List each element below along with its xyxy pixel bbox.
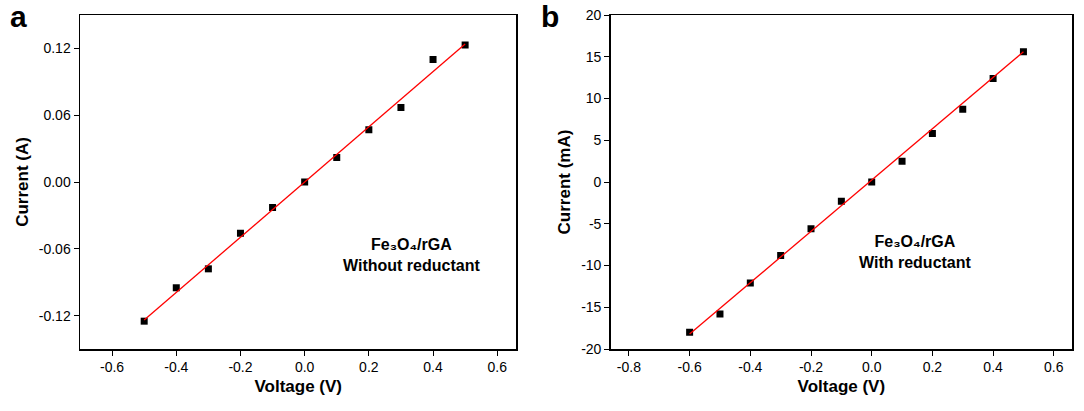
- svg-text:a: a: [10, 0, 27, 33]
- svg-text:-0.12: -0.12: [39, 308, 71, 324]
- svg-text:0.00: 0.00: [43, 174, 70, 190]
- svg-text:Current (mA): Current (mA): [555, 130, 574, 235]
- svg-text:0: 0: [594, 174, 602, 190]
- svg-text:0.12: 0.12: [43, 40, 70, 56]
- svg-text:0.2: 0.2: [359, 359, 379, 375]
- svg-text:Voltage (V): Voltage (V): [798, 377, 886, 396]
- svg-text:Fe₃O₄/rGAWith reductant: Fe₃O₄/rGAWith reductant: [859, 233, 972, 271]
- svg-text:-0.2: -0.2: [228, 359, 252, 375]
- svg-text:-0.4: -0.4: [738, 359, 762, 375]
- svg-text:0.4: 0.4: [983, 359, 1003, 375]
- svg-text:b: b: [541, 0, 559, 33]
- svg-text:Current (A): Current (A): [13, 137, 32, 227]
- svg-text:0.0: 0.0: [862, 359, 882, 375]
- svg-text:-15: -15: [581, 299, 601, 315]
- svg-text:-0.6: -0.6: [100, 359, 124, 375]
- svg-text:-0.2: -0.2: [799, 359, 823, 375]
- svg-text:0.4: 0.4: [423, 359, 443, 375]
- svg-text:0.06: 0.06: [43, 107, 70, 123]
- svg-text:0.0: 0.0: [295, 359, 315, 375]
- svg-text:5: 5: [594, 132, 602, 148]
- svg-text:-0.06: -0.06: [39, 241, 71, 257]
- svg-text:Voltage (V): Voltage (V): [254, 377, 342, 396]
- svg-text:-0.6: -0.6: [678, 359, 702, 375]
- svg-text:0.6: 0.6: [487, 359, 507, 375]
- svg-text:20: 20: [586, 7, 602, 23]
- svg-text:15: 15: [586, 49, 602, 65]
- svg-text:0.6: 0.6: [1044, 359, 1064, 375]
- svg-text:-0.4: -0.4: [164, 359, 188, 375]
- svg-text:10: 10: [586, 90, 602, 106]
- svg-text:-20: -20: [581, 341, 601, 357]
- svg-text:Fe₃O₄/rGAWithout reductant: Fe₃O₄/rGAWithout reductant: [343, 236, 480, 274]
- svg-text:-5: -5: [589, 216, 602, 232]
- svg-text:-10: -10: [581, 257, 601, 273]
- svg-text:-0.8: -0.8: [617, 359, 641, 375]
- svg-text:0.2: 0.2: [923, 359, 943, 375]
